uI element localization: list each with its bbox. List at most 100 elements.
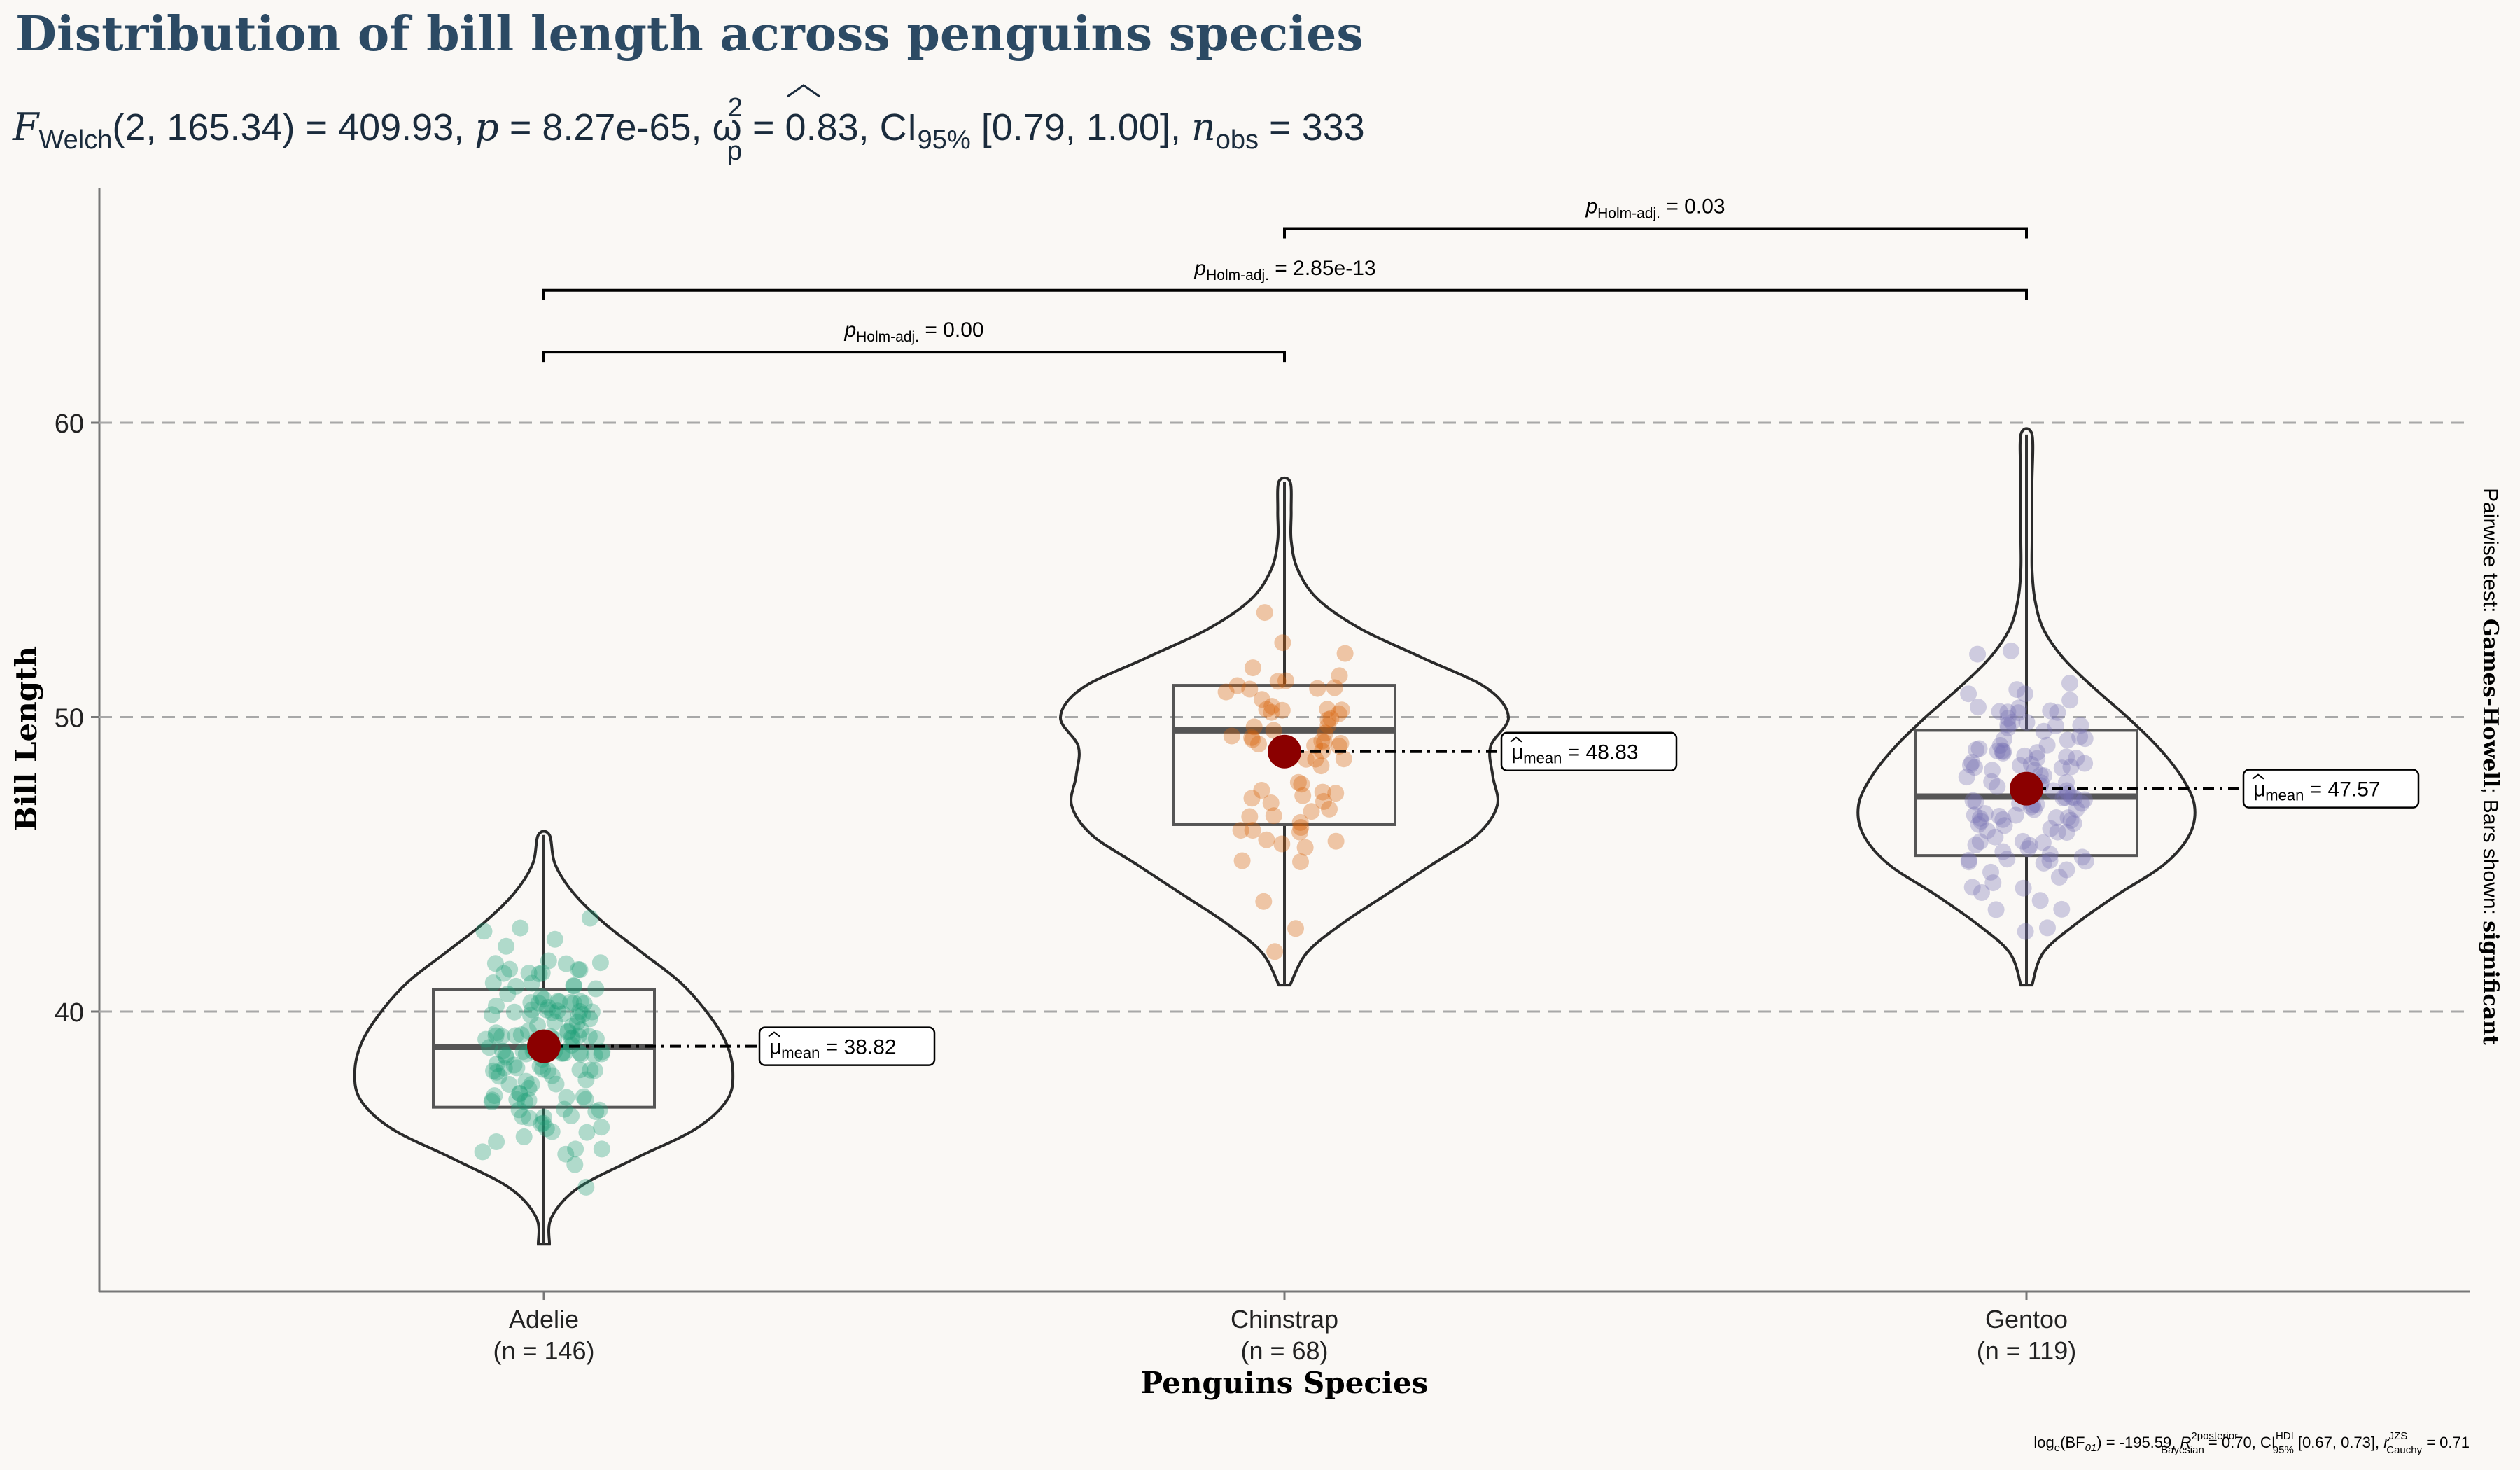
data-point (2041, 852, 2059, 869)
data-point (544, 1004, 561, 1021)
data-point (538, 1120, 555, 1138)
data-point (1958, 769, 1975, 786)
data-point (1292, 813, 1309, 831)
data-point (578, 1178, 595, 1196)
data-point (1984, 874, 2002, 892)
y-ticks: 40 50 60 (55, 410, 99, 1028)
data-point (563, 1029, 580, 1046)
data-point (1265, 807, 1282, 825)
data-point (1292, 823, 1308, 841)
data-point (564, 1029, 582, 1046)
y-axis-title: Bill Length (9, 646, 43, 831)
data-point (501, 960, 519, 978)
data-point (1979, 822, 1996, 839)
data-point (559, 1023, 577, 1041)
data-point (1331, 667, 1348, 685)
side-caption-middle: ; Bars shown: (2479, 788, 2502, 920)
data-point (593, 1045, 610, 1063)
data-point (1289, 774, 1307, 791)
data-point (2041, 846, 2059, 863)
data-point (477, 1030, 495, 1048)
data-point (1306, 737, 1324, 755)
data-point (546, 930, 564, 948)
mean-label: μmean = 47.57 (2253, 778, 2381, 804)
data-point (2058, 748, 2076, 766)
data-point (2054, 789, 2072, 806)
data-point (2058, 824, 2076, 841)
bracket-p-sub: Holm-adj. (1206, 267, 1269, 284)
data-point (539, 1062, 556, 1079)
data-point (1991, 703, 2008, 720)
data-point (2062, 692, 2079, 709)
data-point (495, 965, 512, 982)
data-point (1307, 750, 1324, 768)
data-point (523, 974, 540, 992)
mean-sub: mean (781, 1044, 820, 1062)
data-point (546, 1013, 564, 1030)
data-point (1962, 757, 1979, 774)
data-point (481, 1039, 498, 1056)
boxplots (432, 434, 2138, 1245)
data-point (2059, 732, 2076, 749)
data-point (556, 1044, 573, 1062)
data-point (543, 1123, 561, 1140)
data-point (1994, 744, 2012, 762)
data-point (540, 952, 557, 969)
data-point (491, 1068, 508, 1085)
data-point (2010, 704, 2027, 722)
data-point (2077, 853, 2094, 870)
data-point (1336, 645, 1354, 662)
data-point (2053, 900, 2071, 918)
data-point (1999, 704, 2017, 721)
data-point (2035, 854, 2052, 872)
data-point (2047, 809, 2065, 826)
data-point (581, 1010, 598, 1028)
data-point (582, 1061, 599, 1079)
data-point (1970, 699, 1987, 716)
data-point (496, 1059, 513, 1077)
data-point (575, 1088, 592, 1105)
rc-sub: Cauchy (2386, 1444, 2422, 1456)
p-value: = 8.27e-65, (499, 106, 713, 148)
data-point (1319, 701, 1336, 718)
data-point (1297, 750, 1315, 768)
data-point (2073, 794, 2090, 812)
data-point (1264, 698, 1281, 715)
data-point (2062, 758, 2080, 776)
data-point (1250, 736, 1267, 753)
data-point (1327, 785, 1345, 802)
data-point (1320, 717, 1337, 734)
data-point (557, 1145, 575, 1163)
data-point (2039, 919, 2056, 937)
data-point (593, 1140, 610, 1158)
data-point (520, 1091, 538, 1109)
data-point (1996, 817, 2013, 834)
bracket-0-1: pHolm-adj. = 0.00 (542, 318, 1286, 363)
data-point (1999, 716, 2017, 734)
data-point (2038, 736, 2056, 754)
data-point (534, 1060, 552, 1078)
data-point (1314, 743, 1331, 760)
data-point (2062, 811, 2080, 829)
data-point (1274, 634, 1292, 652)
bracket-1-2: pHolm-adj. = 0.03 (1283, 195, 2028, 239)
data-point (522, 994, 540, 1011)
data-point (2016, 685, 2033, 703)
bayes-caption: loge(BF01) = -195.59, R2posterior Bayesia… (2033, 1430, 2470, 1456)
data-point (2065, 815, 2082, 832)
data-point (1999, 710, 2017, 727)
data-point (1983, 773, 2001, 790)
data-point (2029, 750, 2046, 767)
x-tick-labels: Adelie(n = 146) Chinstrap(n = 68) Gentoo(n… (493, 1292, 2076, 1365)
data-point (1253, 691, 1270, 708)
x-tick-label-adelie: Adelie (509, 1305, 579, 1334)
data-point (2008, 681, 2026, 699)
mean-hat (2252, 774, 2264, 780)
mean-dot (527, 1029, 561, 1063)
data-point (1266, 943, 1284, 960)
violin-chinstrap (1059, 476, 1510, 987)
data-point (1273, 835, 1291, 853)
data-point (1966, 806, 1983, 824)
violins (353, 427, 2197, 1246)
data-point (1320, 711, 1337, 729)
